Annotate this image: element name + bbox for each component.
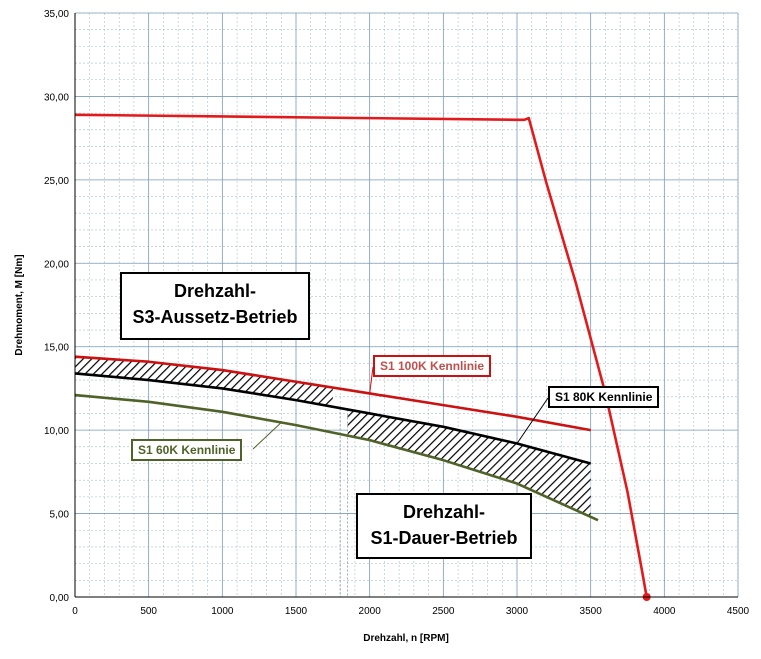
x-axis-title: Drehzahl, n [RPM] bbox=[363, 633, 449, 644]
y-tick-label: 30,00 bbox=[44, 92, 69, 103]
x-tick-label: 3500 bbox=[580, 606, 603, 617]
series-line-s1_100k bbox=[74, 355, 591, 432]
x-tick-label: 0 bbox=[72, 606, 78, 617]
y-tick-label: 35,00 bbox=[44, 9, 69, 20]
x-tick-label: 1500 bbox=[285, 606, 308, 617]
leader-line-s1-80k bbox=[516, 397, 549, 444]
s3-region-line-2: S3-Aussetz-Betrieb bbox=[132, 307, 298, 327]
series-line-s1_60k bbox=[74, 393, 599, 522]
s1-region-line-2: S1-Dauer-Betrieb bbox=[370, 528, 518, 548]
series-lines bbox=[74, 113, 651, 601]
s1-region-label: Drehzahl- S1-Dauer-Betrieb bbox=[356, 493, 532, 559]
label-s1-100k: S1 100K Kennlinie bbox=[373, 355, 492, 377]
s3-region-line-1: Drehzahl- bbox=[173, 281, 256, 301]
label-s1-60k: S1 60K Kennlinie bbox=[131, 439, 243, 461]
hatch-area-s1-band bbox=[347, 409, 591, 517]
x-tick-label: 3000 bbox=[506, 606, 529, 617]
y-tick-label: 5,00 bbox=[50, 510, 70, 521]
x-tick-label: 4000 bbox=[653, 606, 676, 617]
hatch-areas bbox=[75, 356, 591, 597]
x-tick-label: 4500 bbox=[727, 606, 750, 617]
x-tick-label: 500 bbox=[140, 606, 157, 617]
y-tick-label: 25,00 bbox=[44, 176, 69, 187]
label-s1-80k: S1 80K Kennlinie bbox=[548, 386, 660, 408]
y-tick-label: 10,00 bbox=[44, 426, 69, 437]
series-line-s1_80k bbox=[74, 372, 592, 465]
s1-region-line-1: Drehzahl- bbox=[402, 502, 485, 522]
x-tick-label: 2500 bbox=[432, 606, 455, 617]
x-tick-label: 2000 bbox=[359, 606, 382, 617]
leader-line-s1-100k bbox=[369, 366, 374, 394]
leader-line-s1-60k bbox=[252, 422, 282, 450]
s3-region-label: Drehzahl- S3-Aussetz-Betrieb bbox=[120, 272, 310, 340]
y-axis-title: Drehmoment, M [Nm] bbox=[14, 254, 25, 355]
y-tick-label: 0,00 bbox=[50, 593, 70, 604]
axes: 0 500 1000 1500 2000 2500 3000 3500 4000 4500 0,00… bbox=[44, 9, 750, 617]
hatch-area-s3-band bbox=[75, 356, 333, 407]
y-tick-label: 20,00 bbox=[44, 259, 69, 270]
series-line-s3 bbox=[74, 113, 648, 598]
y-tick-label: 15,00 bbox=[44, 343, 69, 354]
x-tick-label: 1000 bbox=[211, 606, 234, 617]
